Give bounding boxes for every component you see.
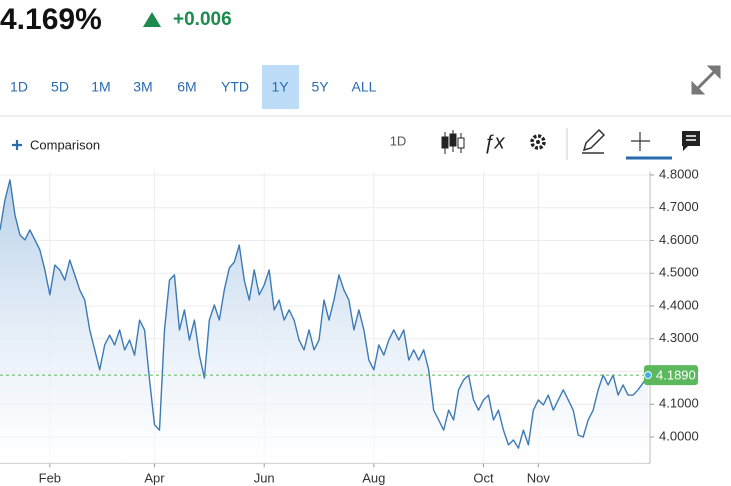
tab[interactable]: 1Y — [271, 79, 289, 95]
tab[interactable]: 5D — [51, 79, 69, 95]
x-tick-label: Apr — [144, 471, 165, 486]
y-tick-label: 4.6000 — [659, 232, 699, 247]
x-tick-label: Oct — [473, 471, 494, 486]
tab-selected-bg — [262, 65, 299, 109]
tab[interactable]: YTD — [221, 79, 249, 95]
comment-icon[interactable] — [682, 131, 700, 151]
up-arrow — [143, 12, 161, 27]
tab[interactable]: 6M — [177, 79, 196, 95]
y-tick-label: 4.1000 — [659, 396, 699, 411]
y-tick-label: 4.8000 — [659, 166, 699, 181]
tab-bar: 1D 5D 1M 3M 6M YTD 1Y 5Y ALL — [10, 65, 377, 109]
line — [0, 179, 649, 449]
tab[interactable]: 1M — [91, 79, 110, 95]
indicators-icon[interactable]: ƒx — [483, 131, 505, 153]
x-tick-label: Aug — [362, 471, 385, 486]
crosshair-icon[interactable] — [631, 132, 650, 151]
price: 4.169% — [0, 3, 102, 36]
last-point — [644, 371, 652, 380]
x-tick-label: Jun — [254, 471, 275, 486]
draw-icon[interactable] — [582, 128, 606, 154]
price-tag-label: 4.1890 — [656, 368, 696, 383]
tab[interactable]: ALL — [352, 79, 377, 95]
area — [0, 179, 648, 464]
tab[interactable]: 3M — [133, 79, 152, 95]
expand-icon[interactable] — [691, 65, 721, 95]
settings-icon[interactable] — [530, 134, 546, 150]
tab[interactable]: 5Y — [311, 79, 329, 95]
y-tick-label: 4.3000 — [659, 330, 699, 345]
chart: 4.00004.10004.20004.30004.40004.50004.60… — [0, 166, 699, 486]
y-tick-label: 4.0000 — [659, 428, 699, 443]
price-tag — [644, 365, 698, 386]
x-tick-label: Feb — [39, 471, 61, 486]
x-tick-label: Nov — [527, 471, 551, 486]
y-tick-label: 4.7000 — [659, 199, 699, 214]
comparison-button[interactable]: Comparison — [12, 137, 100, 152]
y-tick-label: 4.4000 — [659, 297, 699, 312]
interval-button[interactable]: 1D — [390, 133, 407, 148]
tab[interactable]: 1D — [10, 79, 28, 95]
y-tick-label: 4.5000 — [659, 265, 699, 280]
candlestick-icon[interactable] — [441, 130, 465, 154]
change: +0.006 — [173, 9, 232, 30]
comparison-label: Comparison — [30, 137, 100, 152]
